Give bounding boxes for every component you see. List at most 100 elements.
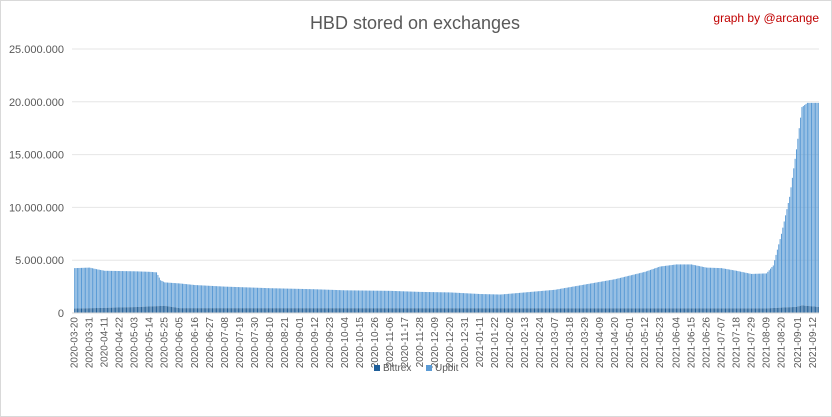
bar-bittrex (731, 308, 733, 313)
bar-bittrex (338, 308, 340, 313)
bar-bittrex (383, 308, 385, 313)
x-tick-label: 2021-07-18 (731, 317, 742, 369)
bar-bittrex (508, 308, 510, 313)
bar-upbit (412, 291, 414, 309)
bar-bittrex (738, 308, 740, 313)
bar-bittrex (239, 308, 241, 313)
bar-bittrex (379, 308, 381, 313)
bar-upbit (591, 283, 593, 309)
bar-upbit (512, 293, 514, 309)
bar-bittrex (216, 308, 218, 313)
bar-upbit (367, 290, 369, 309)
x-tick-label: 2020-10-15 (355, 317, 366, 369)
bar-bittrex (629, 308, 631, 313)
bar-upbit (468, 293, 470, 309)
bar-upbit (105, 270, 107, 308)
bar-upbit (166, 282, 168, 307)
bar-upbit (779, 239, 781, 308)
bar-upbit (441, 292, 443, 309)
bar-upbit (179, 283, 181, 309)
bar-upbit (91, 268, 93, 309)
x-tick-label: 2020-06-05 (175, 317, 186, 369)
bar-bittrex (123, 307, 125, 313)
bar-upbit (262, 287, 264, 309)
bar-upbit (645, 271, 647, 309)
bar-bittrex (184, 308, 186, 313)
bar-bittrex (680, 308, 682, 313)
bar-bittrex (780, 307, 782, 313)
bar-bittrex (345, 308, 347, 313)
bar-upbit (513, 293, 515, 309)
bar-bittrex (494, 308, 496, 313)
bar-upbit (437, 292, 439, 309)
bar-upbit (598, 282, 600, 309)
bar-bittrex (412, 308, 414, 313)
bar-bittrex (463, 308, 465, 313)
bar-bittrex (737, 308, 739, 313)
bar-bittrex (817, 306, 819, 313)
bar-upbit (551, 290, 553, 309)
bar-upbit (782, 227, 784, 308)
bar-bittrex (221, 308, 223, 313)
bar-bittrex (655, 308, 657, 313)
bar-bittrex (272, 308, 274, 313)
y-tick-label: 25.000.000 (9, 44, 64, 56)
bar-bittrex (479, 308, 481, 313)
bar-upbit (401, 291, 403, 309)
bar-bittrex (270, 308, 272, 313)
bar-bittrex (478, 308, 480, 313)
bar-bittrex (207, 308, 209, 313)
bar-upbit (607, 280, 609, 309)
bar-bittrex (247, 308, 249, 313)
bar-bittrex (756, 308, 758, 313)
bar-bittrex (76, 308, 78, 313)
bar-upbit (553, 289, 555, 309)
bar-upbit (342, 290, 344, 309)
x-tick-label: 2020-05-25 (160, 317, 171, 369)
bar-upbit (741, 271, 743, 309)
bar-upbit (109, 270, 111, 308)
bar-bittrex (162, 305, 164, 313)
bar-upbit (772, 265, 774, 309)
bar-bittrex (673, 308, 675, 313)
bar-bittrex (423, 308, 425, 313)
bar-upbit (360, 290, 362, 309)
bar-bittrex (274, 308, 276, 313)
x-tick-label: 2020-09-23 (325, 317, 336, 369)
x-axis-ticks: 2020-03-20 2020-03-31 2020-04-11 2020-04-22… (70, 317, 819, 369)
x-tick-label: 2021-02-02 (505, 317, 516, 369)
gridlines (72, 48, 819, 261)
bar-upbit (644, 271, 646, 309)
bar-upbit (812, 102, 814, 307)
bar-bittrex (771, 308, 773, 313)
bar-bittrex (487, 308, 489, 313)
bar-upbit (76, 268, 78, 309)
bar-upbit (120, 271, 122, 308)
bar-bittrex (701, 308, 703, 313)
bar-upbit (446, 292, 448, 309)
bar-bittrex (341, 308, 343, 313)
bar-bittrex (461, 308, 463, 313)
bar-bittrex (445, 308, 447, 313)
bar-upbit (146, 271, 148, 307)
bar-upbit (690, 264, 692, 309)
bar-upbit (794, 158, 796, 307)
bar-bittrex (363, 308, 365, 313)
bar-bittrex (285, 308, 287, 313)
bar-upbit (292, 288, 294, 309)
bar-bittrex (595, 308, 597, 313)
bar-upbit (199, 285, 201, 309)
bar-upbit (242, 287, 244, 309)
bar-bittrex (244, 308, 246, 313)
bar-upbit (658, 267, 660, 309)
bar-upbit (543, 290, 545, 309)
bar-bittrex (183, 308, 185, 313)
bar-upbit (704, 267, 706, 309)
bar-bittrex (344, 308, 346, 313)
bar-bittrex (352, 308, 354, 313)
bar-upbit (379, 290, 381, 309)
y-tick-label: 0 (58, 308, 64, 320)
bar-upbit (643, 272, 645, 309)
y-axis-ticks: 0 5.000.000 10.000.000 15.000.000 20.000.000… (9, 44, 64, 320)
bar-upbit (550, 290, 552, 309)
